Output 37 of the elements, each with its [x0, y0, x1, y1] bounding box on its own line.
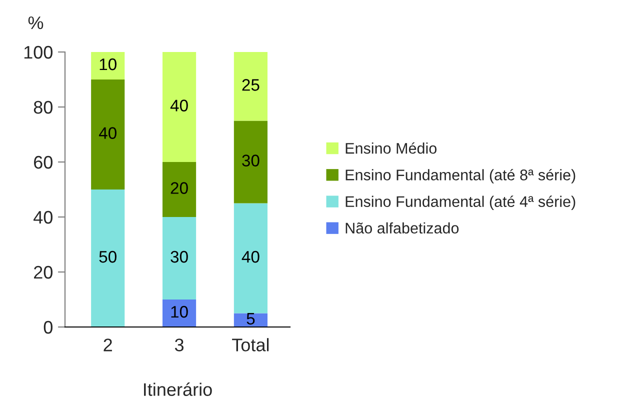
x-tick-label: 3 — [174, 338, 184, 352]
x-tick-label: Total — [232, 338, 269, 352]
bar — [162, 300, 196, 327]
data-label: 40 — [170, 100, 188, 112]
legend-label: Não alfabetizado — [346, 222, 459, 234]
y-axis-title: % — [28, 16, 44, 30]
bar — [234, 313, 268, 327]
bar — [234, 203, 268, 314]
legend-label: Ensino Fundamental (até 8ª série) — [346, 168, 576, 184]
data-label: 40 — [98, 127, 116, 139]
data-label: 30 — [242, 154, 260, 166]
legend-label: Ensino Médio — [346, 142, 437, 154]
y-tick-label: 80 — [34, 100, 52, 114]
data-label: 30 — [170, 250, 188, 263]
bar — [234, 52, 268, 121]
bar — [162, 162, 196, 217]
data-label: 10 — [100, 58, 116, 70]
data-label: 10 — [171, 306, 188, 318]
data-label: 40 — [242, 250, 260, 263]
data-label: 5 — [246, 312, 255, 325]
bar — [234, 120, 268, 204]
data-label: 20 — [170, 182, 188, 194]
bar — [91, 52, 125, 80]
bar — [162, 52, 196, 162]
bar — [91, 80, 125, 190]
legend-label: Ensino Fundamental (até 4ª série) — [346, 196, 576, 210]
y-tick-label: 0 — [44, 320, 52, 334]
y-tick-label: 60 — [34, 156, 52, 169]
data-label: 25 — [242, 79, 260, 91]
x-axis-title: Itinerário — [144, 382, 212, 396]
y-tick-label: 20 — [34, 266, 52, 279]
data-label: 50 — [99, 250, 116, 263]
x-tick-label: 2 — [104, 338, 112, 352]
y-tick-label: 40 — [34, 210, 52, 224]
bar — [91, 190, 125, 327]
y-tick-label: 100 — [24, 46, 52, 59]
bar — [162, 217, 196, 300]
